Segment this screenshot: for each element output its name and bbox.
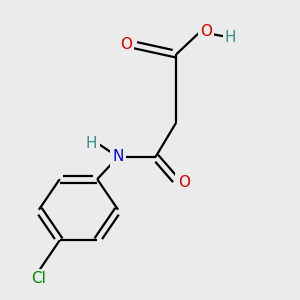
Text: N: N [112, 149, 124, 164]
Text: O: O [120, 37, 132, 52]
Text: O: O [178, 175, 190, 190]
Text: O: O [200, 24, 212, 39]
Text: Cl: Cl [32, 271, 46, 286]
Text: H: H [86, 136, 97, 151]
Text: H: H [225, 30, 236, 45]
